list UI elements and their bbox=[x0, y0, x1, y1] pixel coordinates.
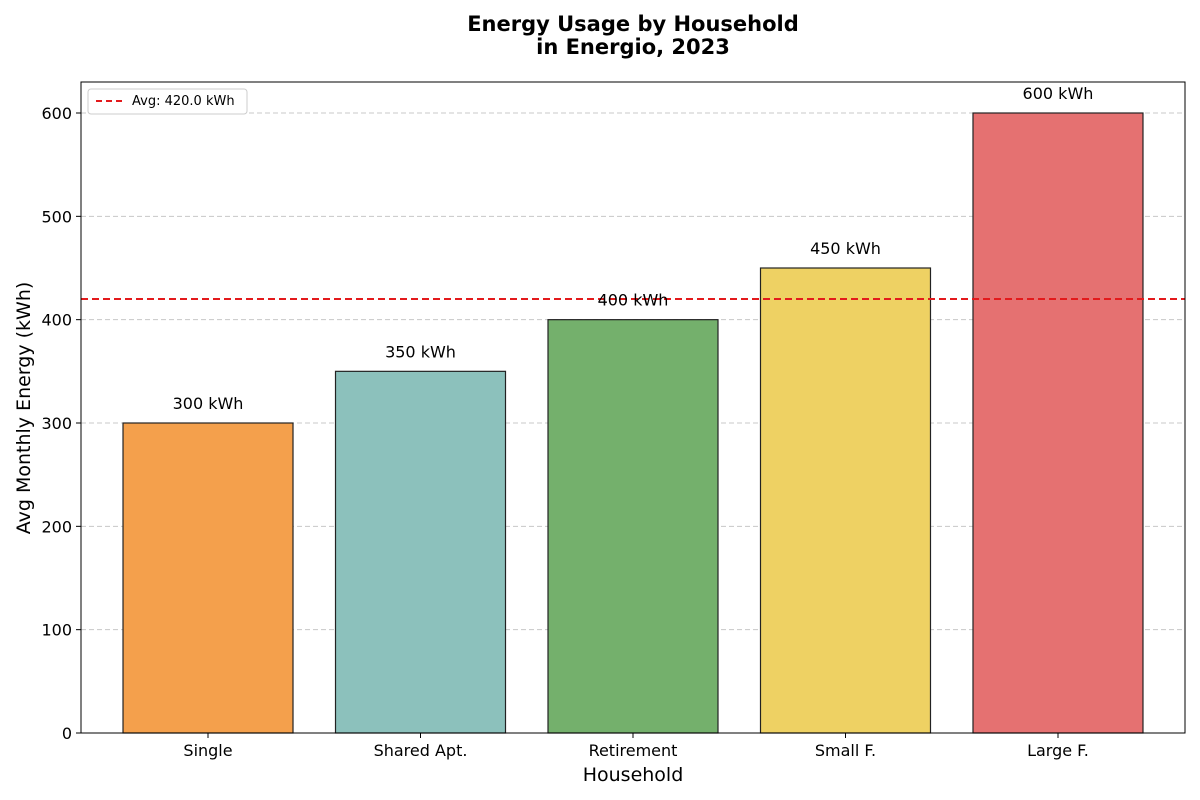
x-tick-label: Shared Apt. bbox=[374, 741, 468, 760]
legend-box bbox=[87, 88, 248, 115]
bar-large-f bbox=[972, 112, 1144, 734]
bar-shared-apt bbox=[334, 370, 507, 734]
y-axis-label: Avg Monthly Energy (kWh) bbox=[13, 282, 35, 535]
chart-title-line-1: Energy Usage by Household bbox=[467, 12, 799, 36]
bars bbox=[122, 112, 1144, 734]
legend: Avg: 420.0 kWh bbox=[87, 88, 248, 115]
y-tick-label: 100 bbox=[41, 621, 72, 640]
data-labels: 300 kWh 350 kWh 400 kWh 450 kWh 600 kWh bbox=[173, 84, 1094, 413]
x-axis-label: Household bbox=[583, 764, 684, 786]
bar-small-f bbox=[759, 267, 932, 734]
x-tick-label: Large F. bbox=[1027, 741, 1089, 760]
y-tick-label: 500 bbox=[41, 207, 72, 226]
x-axis-ticks: Single Shared Apt. Retirement Small F. Large… bbox=[183, 733, 1089, 760]
y-tick-label: 200 bbox=[41, 517, 72, 536]
y-axis-ticks: 0 100 200 300 400 500 600 bbox=[41, 104, 81, 743]
y-tick-label: 300 bbox=[41, 414, 72, 433]
chart-title-line-2: in Energio, 2023 bbox=[536, 35, 730, 59]
bar-retirement bbox=[547, 319, 719, 734]
y-tick-label: 0 bbox=[62, 724, 72, 743]
x-tick-label: Retirement bbox=[589, 741, 678, 760]
bar-single bbox=[122, 422, 294, 734]
data-label: 600 kWh bbox=[1023, 84, 1094, 103]
y-tick-label: 600 bbox=[41, 104, 72, 123]
x-tick-label: Single bbox=[183, 741, 232, 760]
data-label: 450 kWh bbox=[810, 239, 881, 258]
data-label: 350 kWh bbox=[385, 342, 456, 361]
y-tick-label: 400 bbox=[41, 311, 72, 330]
data-label: 300 kWh bbox=[173, 394, 244, 413]
x-tick-label: Small F. bbox=[815, 741, 876, 760]
data-label: 400 kWh bbox=[598, 291, 669, 310]
legend-average-label: Avg: 420.0 kWh bbox=[132, 94, 235, 109]
